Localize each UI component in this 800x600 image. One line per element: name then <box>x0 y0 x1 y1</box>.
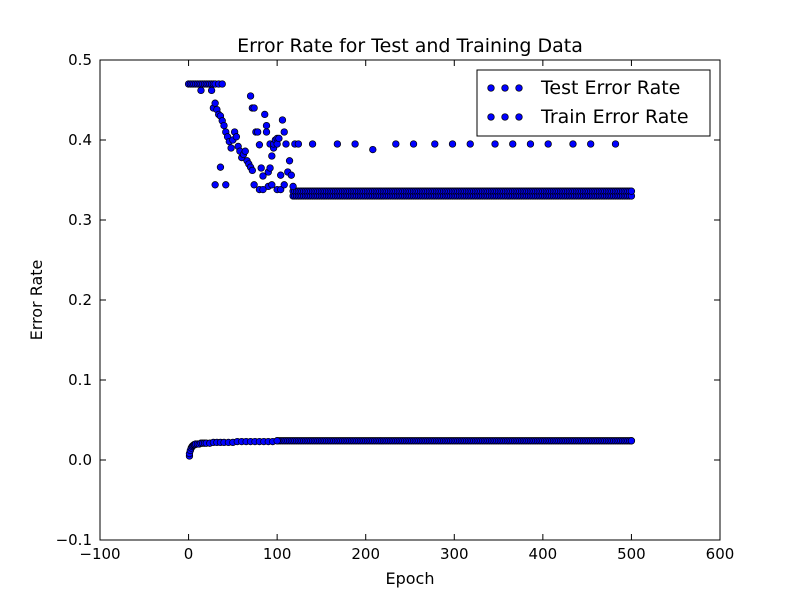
test-error-rate-point <box>333 140 342 148</box>
x-tick-label: 600 <box>706 545 735 563</box>
legend-marker <box>501 84 509 92</box>
test-error-rate-point <box>285 157 294 165</box>
test-error-rate-point <box>255 141 264 149</box>
test-error-rate-point <box>569 140 577 148</box>
y-tick-label: 0.4 <box>68 131 92 149</box>
test-error-rate-point <box>207 86 216 95</box>
test-error-rate-point <box>211 99 219 107</box>
y-tick-label: 0.0 <box>68 451 92 469</box>
test-error-rate-point <box>466 140 474 148</box>
test-error-rate-point <box>287 171 295 179</box>
test-error-rate-point <box>222 181 230 189</box>
test-error-rate-point <box>275 134 283 143</box>
test-error-rate-point <box>227 144 235 152</box>
test-error-rate-point <box>246 92 255 100</box>
test-error-rate-point <box>280 128 288 136</box>
test-error-rate-point <box>216 163 225 171</box>
train-error-rate-point <box>627 437 636 445</box>
x-tick-label: 500 <box>617 545 646 563</box>
x-tick-label: 300 <box>440 545 469 563</box>
test-error-rate-point <box>491 140 499 148</box>
test-error-rate-point <box>254 128 262 136</box>
test-error-rate-point <box>250 104 258 112</box>
test-error-rate-point <box>278 116 287 124</box>
x-tick-label: 100 <box>263 545 292 563</box>
legend-label: Train Error Rate <box>540 106 689 128</box>
ticks-layer: −100 0 100 200 300 400 500 600 −0.1 0.0 0.1 0.2 0.3 0… <box>56 51 735 563</box>
legend-marker <box>487 113 495 121</box>
test-error-rate-point <box>266 164 274 172</box>
test-error-rate-point <box>277 185 285 194</box>
test-error-rate-point <box>627 187 636 195</box>
test-error-rate-point <box>351 140 359 148</box>
test-error-rate-point <box>409 140 418 148</box>
test-error-rate-point <box>526 140 535 148</box>
y-axis-label: Error Rate <box>27 260 46 341</box>
legend-marker <box>515 84 523 92</box>
points-layer <box>184 80 636 460</box>
test-error-rate-point <box>431 140 439 148</box>
test-error-rate-point <box>220 121 228 130</box>
test-error-rate-point <box>218 80 226 88</box>
y-tick-label: −0.1 <box>56 531 92 549</box>
test-error-rate-point <box>241 147 249 155</box>
test-error-rate-point <box>262 128 271 136</box>
test-error-rate-point <box>282 140 290 148</box>
test-error-rate-point <box>392 140 400 148</box>
test-error-rate-point <box>250 181 258 189</box>
test-error-rate-point <box>259 185 267 194</box>
test-error-rate-point <box>544 140 552 148</box>
test-error-rate-point <box>248 166 256 175</box>
test-error-rate-point <box>261 110 269 119</box>
test-error-rate-point <box>509 140 517 148</box>
legend: Test Error Rate Train Error Rate <box>476 69 711 137</box>
test-error-rate-point <box>259 172 267 180</box>
test-error-rate-point <box>308 140 317 148</box>
legend-marker <box>501 113 509 121</box>
test-error-rate-point <box>587 140 595 148</box>
legend-marker <box>487 84 495 92</box>
test-error-rate-point <box>448 140 457 148</box>
x-tick-label: 200 <box>351 545 380 563</box>
test-error-rate-point <box>268 152 276 160</box>
test-error-rate-point <box>197 86 205 95</box>
test-error-rate-point <box>294 140 303 148</box>
test-error-rate-point <box>289 182 297 191</box>
x-tick-label: 0 <box>184 545 194 563</box>
chart-title: Error Rate for Test and Training Data <box>237 35 583 57</box>
y-tick-label: 0.2 <box>68 291 92 309</box>
test-error-rate-point <box>277 171 285 179</box>
y-tick-label: 0.1 <box>68 371 92 389</box>
test-error-rate-point <box>232 133 241 141</box>
x-tick-label: 400 <box>529 545 558 563</box>
legend-box <box>476 69 711 137</box>
x-axis-label: Epoch <box>386 569 435 588</box>
test-error-rate-point <box>211 181 219 189</box>
train-error-rate-point <box>273 437 281 445</box>
test-error-rate-point <box>280 181 288 189</box>
x-tick-label: −100 <box>79 545 120 563</box>
test-error-rate-point <box>369 145 377 154</box>
test-error-rate-point <box>611 140 620 148</box>
legend-marker <box>515 113 523 121</box>
legend-label: Test Error Rate <box>540 77 680 99</box>
y-tick-label: 0.3 <box>68 211 92 229</box>
test-error-rate-point <box>268 181 276 189</box>
test-error-rate-point <box>262 121 271 130</box>
y-tick-label: 0.5 <box>68 51 92 69</box>
test-error-rate-point <box>257 164 265 172</box>
